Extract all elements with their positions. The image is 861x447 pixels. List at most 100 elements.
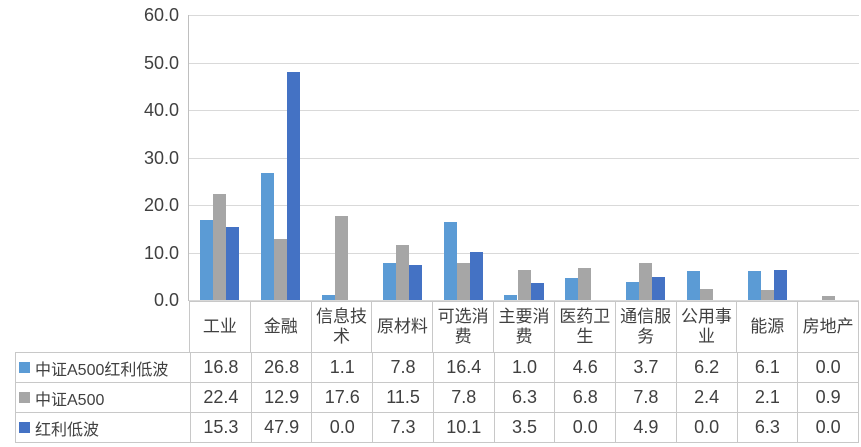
table-value-cell: 22.4 [191,383,251,412]
category-header-cell: 金融 [250,302,311,352]
bar-中证A500红利低波-医药卫生 [565,278,578,300]
bar-中证A500红利低波-金融 [261,173,274,300]
category-header-cell: 房地产 [798,302,858,352]
bar-中证A500红利低波-通信服务 [626,282,639,300]
table-value-cell: 6.8 [555,383,616,412]
table-value-cell: 7.3 [373,413,433,442]
bar-中证A500红利低波-公用事业 [687,271,700,300]
category-header-cell: 通信服务 [615,302,676,352]
table-value-cell: 6.3 [494,383,555,412]
bar-红利低波-原材料 [409,265,422,300]
y-axis-line [188,15,189,301]
table-value-cell: 0.0 [676,413,737,442]
y-axis-tick-label: 60.0 [143,5,179,25]
table-value-cell: 6.2 [676,353,737,382]
bar-红利低波-通信服务 [652,277,665,300]
series-name: 红利低波 [35,421,100,439]
category-header-cell: 能源 [737,302,798,352]
bar-红利低波-可选消费 [470,252,483,300]
y-axis-tick-label: 30.0 [143,148,179,168]
bar-中证A500-可选消费 [457,263,470,300]
bar-红利低波-能源 [774,270,787,300]
table-value-cell: 1.1 [312,353,373,382]
bar-中证A500-信息技术 [335,216,348,300]
table-value-cell: 0.9 [798,383,858,412]
table-value-cell: 3.5 [494,413,555,442]
bar-中证A500-主要消费 [518,270,531,300]
bar-红利低波-金融 [287,72,300,300]
category-header-cell: 可选消费 [433,302,494,352]
table-value-cell: 7.8 [433,383,494,412]
table-value-cell: 3.7 [616,353,676,382]
table-value-cell: 17.6 [312,383,373,412]
y-axis-tick-label: 50.0 [143,53,179,73]
table-value-cell: 0.0 [312,413,373,442]
category-header-cell: 原材料 [372,302,433,352]
bar-红利低波-主要消费 [531,283,544,300]
table-value-cell: 6.1 [737,353,798,382]
table-value-cell: 7.8 [373,353,433,382]
series-name: 中证A500红利低波 [35,361,169,379]
bar-中证A500-工业 [213,194,226,300]
legend-swatch [19,362,30,373]
table-value-cell: 47.9 [251,413,312,442]
bar-中证A500-通信服务 [639,263,652,300]
bar-中证A500红利低波-可选消费 [444,222,457,300]
category-header-row: 工业 金融 信息技术 原材料 可选消费 主要消费 医药卫生 通信服务 公用事业 能源 房地产 [189,301,859,352]
bar-中证A500-能源 [761,290,774,300]
gridline [189,253,859,254]
table-value-cell: 2.1 [737,383,798,412]
table-value-cell: 12.9 [251,383,312,412]
category-header-cell: 医药卫生 [554,302,615,352]
table-value-cell: 16.4 [433,353,494,382]
table-value-cell: 6.3 [737,413,798,442]
gridline [189,15,859,16]
y-axis-tick-label: 0.0 [153,290,179,310]
gridline [189,110,859,111]
bar-中证A500红利低波-主要消费 [504,295,517,300]
bar-中证A500-公用事业 [700,289,713,300]
bar-中证A500-原材料 [396,245,409,300]
legend-swatch [19,422,30,433]
category-header-cell: 工业 [190,302,250,352]
table-value-cell: 15.3 [191,413,251,442]
category-header-cell: 信息技术 [311,302,372,352]
gridline [189,300,859,301]
table-value-cell: 4.6 [555,353,616,382]
bar-中证A500红利低波-工业 [200,220,213,300]
series-label-cell: 红利低波 [16,413,190,442]
bar-中证A500-房地产 [822,296,835,300]
bar-红利低波-工业 [226,227,239,300]
legend-swatch [19,392,30,403]
table-value-cell: 2.4 [676,383,737,412]
table-value-cell: 4.9 [616,413,676,442]
category-header-cell: 主要消费 [494,302,554,352]
table-value-cell: 0.0 [555,413,616,442]
series-label-cell: 中证A500 [16,383,190,412]
table-value-cell: 7.8 [616,383,676,412]
series-label-cell: 中证A500红利低波 [16,353,190,382]
gridline [189,63,859,64]
table-value-cell: 26.8 [251,353,312,382]
bar-中证A500-医药卫生 [578,268,591,300]
gridline [189,205,859,206]
gridline [189,158,859,159]
data-table: 中证A500红利低波 16.8 26.8 1.1 7.8 16.4 1.0 4.6 3.7 6.2… [15,352,859,443]
y-axis-tick-label: 40.0 [143,100,179,120]
table-value-cell: 10.1 [433,413,494,442]
table-value-cell: 0.0 [798,413,858,442]
bar-中证A500-金融 [274,239,287,300]
table-value-cell: 0.0 [798,353,858,382]
bar-中证A500红利低波-原材料 [383,263,396,300]
bar-中证A500红利低波-能源 [748,271,761,300]
bar-中证A500红利低波-信息技术 [322,295,335,300]
table-value-cell: 1.0 [494,353,555,382]
series-name: 中证A500 [35,391,105,409]
table-value-cell: 11.5 [373,383,433,412]
y-axis-tick-label: 10.0 [143,243,179,263]
table-value-cell: 16.8 [191,353,251,382]
y-axis-tick-label: 20.0 [143,195,179,215]
category-header-cell: 公用事业 [676,302,737,352]
